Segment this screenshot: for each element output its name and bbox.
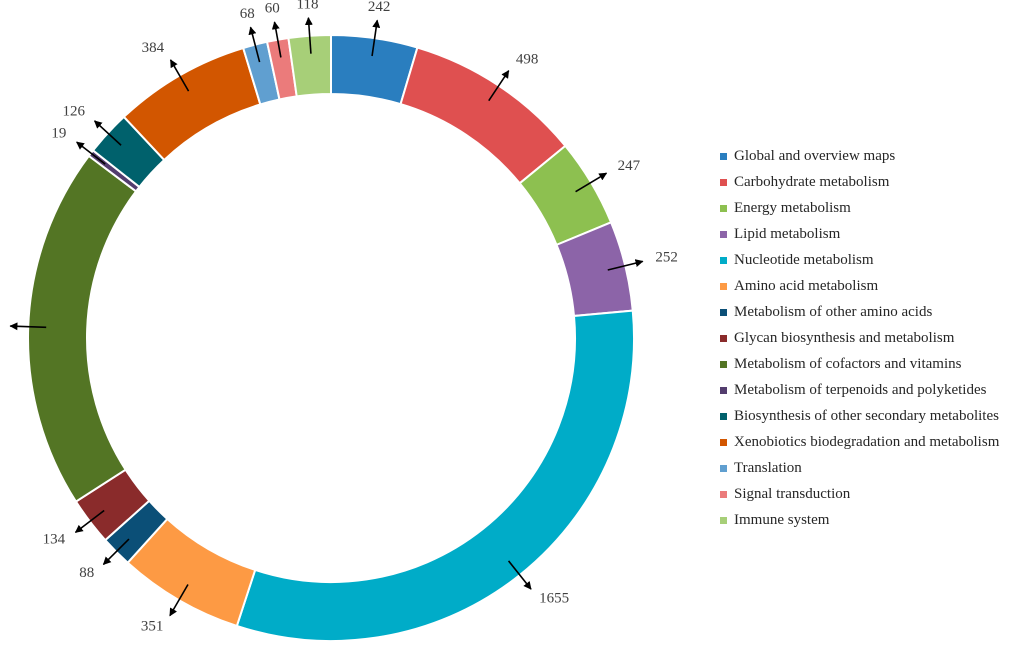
legend-item-metabolism-of-other-amino-acids: Metabolism of other amino acids xyxy=(720,299,999,325)
value-label-nucleotide-metabolism: 1655 xyxy=(539,591,569,607)
value-labels: 2424982472521655351881341017191263846860… xyxy=(43,0,678,634)
legend-swatch xyxy=(720,360,727,368)
value-label-energy-metabolism: 247 xyxy=(618,158,641,174)
value-label-carbohydrate-metabolism: 498 xyxy=(516,51,539,67)
slice-metabolism-of-cofactors-and-vitamins xyxy=(27,154,138,503)
slice-nucleotide-metabolism xyxy=(235,309,635,642)
legend-item-nucleotide-metabolism: Nucleotide metabolism xyxy=(720,247,999,273)
value-label-lipid-metabolism: 252 xyxy=(655,250,678,266)
legend-label: Amino acid metabolism xyxy=(734,277,879,294)
legend-swatch xyxy=(720,386,727,394)
legend-label: Immune system xyxy=(734,511,830,528)
legend: Global and overview maps Carbohydrate met… xyxy=(720,143,999,533)
legend-item-translation: Translation xyxy=(720,455,999,481)
legend-item-carbohydrate-metabolism: Carbohydrate metabolism xyxy=(720,169,999,195)
legend-label: Metabolism of cofactors and vitamins xyxy=(734,355,962,372)
legend-label: Nucleotide metabolism xyxy=(734,251,874,268)
arrow-amino-acid-metabolism xyxy=(169,584,189,617)
slice-immune-system xyxy=(287,33,332,98)
arrow-lipid-metabolism xyxy=(607,259,644,271)
legend-label: Energy metabolism xyxy=(734,199,851,216)
legend-label: Glycan biosynthesis and metabolism xyxy=(734,329,955,346)
legend-label: Signal transduction xyxy=(734,485,851,502)
value-label-metabolism-of-other-amino-acids: 88 xyxy=(79,565,94,581)
legend-label: Metabolism of other amino acids xyxy=(734,303,933,320)
legend-item-metabolism-of-terpenoids-and-polyketides: Metabolism of terpenoids and polyketides xyxy=(720,377,999,403)
legend-swatch xyxy=(720,178,727,186)
arrow-translation xyxy=(248,26,261,63)
arrow-glycan-biosynthesis-and-metabolism xyxy=(74,509,105,533)
arrow-energy-metabolism xyxy=(575,172,608,193)
arrow-global-and-overview-maps xyxy=(371,19,381,57)
legend-swatch xyxy=(720,438,727,446)
legend-item-glycan-biosynthesis-and-metabolism: Glycan biosynthesis and metabolism xyxy=(720,325,999,351)
arrow-immune-system xyxy=(304,17,313,54)
legend-item-xenobiotics-biodegradation-and-metabolism: Xenobiotics biodegradation and metabolis… xyxy=(720,429,999,455)
legend-label: Translation xyxy=(734,459,802,476)
value-label-xenobiotics-biodegradation-and-metabolism: 384 xyxy=(142,40,165,56)
legend-swatch xyxy=(720,230,727,238)
legend-item-energy-metabolism: Energy metabolism xyxy=(720,195,999,221)
value-label-glycan-biosynthesis-and-metabolism: 134 xyxy=(43,532,66,548)
arrow-carbohydrate-metabolism xyxy=(488,70,510,102)
legend-label: Biosynthesis of other secondary metaboli… xyxy=(734,407,999,424)
arrow-biosynthesis-of-other-secondary-metabolites xyxy=(93,120,122,146)
value-label-translation: 68 xyxy=(240,6,255,22)
legend-item-biosynthesis-of-other-secondary-metabolites: Biosynthesis of other secondary metaboli… xyxy=(720,403,999,429)
legend-label: Carbohydrate metabolism xyxy=(734,173,890,190)
legend-swatch xyxy=(720,308,727,316)
value-label-global-and-overview-maps: 242 xyxy=(368,0,391,15)
value-label-metabolism-of-terpenoids-and-polyketides: 19 xyxy=(51,126,66,142)
arrow-xenobiotics-biodegradation-and-metabolism xyxy=(169,59,190,92)
value-label-amino-acid-metabolism: 351 xyxy=(141,618,164,634)
value-label-immune-system: 118 xyxy=(297,0,319,12)
legend-label: Lipid metabolism xyxy=(734,225,841,242)
arrow-metabolism-of-cofactors-and-vitamins xyxy=(9,322,47,331)
label-arrows xyxy=(9,17,644,617)
legend-swatch xyxy=(720,464,727,472)
legend-swatch xyxy=(720,256,727,264)
legend-item-lipid-metabolism: Lipid metabolism xyxy=(720,221,999,247)
arrow-metabolism-of-other-amino-acids xyxy=(102,538,130,565)
legend-item-global-and-overview-maps: Global and overview maps xyxy=(720,143,999,169)
legend-item-metabolism-of-cofactors-and-vitamins: Metabolism of cofactors and vitamins xyxy=(720,351,999,377)
legend-label: Global and overview maps xyxy=(734,147,896,164)
arrow-signal-transduction xyxy=(271,21,282,58)
legend-item-immune-system: Immune system xyxy=(720,507,999,533)
legend-swatch xyxy=(720,282,727,290)
slice-carbohydrate-metabolism xyxy=(399,46,567,185)
legend-swatch xyxy=(720,152,727,160)
legend-swatch xyxy=(720,204,727,212)
legend-label: Xenobiotics biodegradation and metabolis… xyxy=(734,433,1000,450)
value-label-biosynthesis-of-other-secondary-metabolites: 126 xyxy=(62,104,85,120)
legend-swatch xyxy=(720,412,727,420)
legend-item-signal-transduction: Signal transduction xyxy=(720,481,999,507)
legend-swatch xyxy=(720,516,727,524)
arrow-nucleotide-metabolism xyxy=(507,560,532,590)
legend-swatch xyxy=(720,334,727,342)
value-label-signal-transduction: 60 xyxy=(265,1,280,17)
legend-swatch xyxy=(720,490,727,498)
arrow-metabolism-of-terpenoids-and-polyketides xyxy=(76,141,106,165)
legend-label: Metabolism of terpenoids and polyketides xyxy=(734,381,987,398)
legend-item-amino-acid-metabolism: Amino acid metabolism xyxy=(720,273,999,299)
